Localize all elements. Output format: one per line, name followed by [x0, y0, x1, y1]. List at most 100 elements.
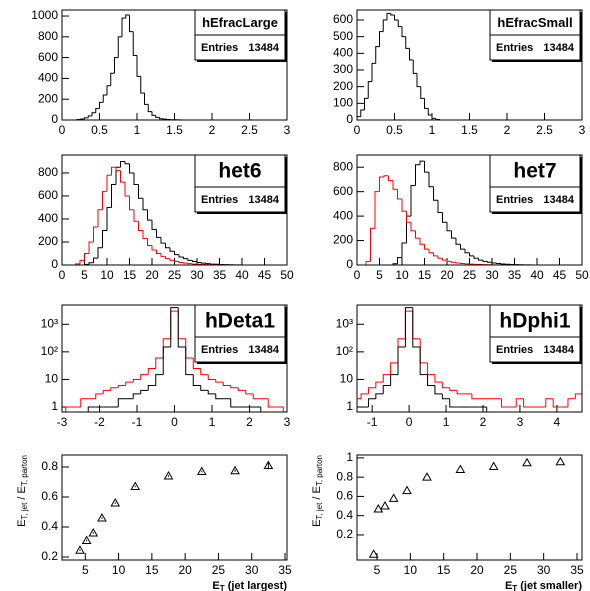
panel: 0 5 10 15 20 25 30 35 40 45 50 0 200 400 600 800 het6 Ent… — [38, 154, 294, 282]
y-tick-label: 1 — [346, 450, 353, 464]
x-tick-label: 1 — [134, 123, 141, 137]
hist-bin — [151, 220, 157, 230]
hist-bin — [106, 206, 112, 231]
hist-bin — [136, 55, 141, 77]
stats-value: 13484 — [248, 42, 279, 54]
hist-bin — [115, 167, 121, 172]
y-tick-label: 0 — [346, 112, 353, 126]
marker — [163, 470, 174, 480]
hist-bin — [469, 252, 474, 257]
hist-bin — [138, 221, 143, 231]
hist-bin — [95, 108, 100, 113]
stats-label: Entries — [201, 194, 238, 206]
hist-bin — [125, 381, 134, 386]
panel: -3 -2 -1 0 1 2 3 1 10 10² 10³ hDeta1 Entries 13484 — [41, 304, 291, 429]
y-label-part: T, parton — [20, 455, 29, 486]
hist-bin — [515, 398, 524, 408]
hist-bin — [160, 253, 166, 257]
y-label-part: T, jet — [20, 502, 29, 520]
y-tick-label: 0.6 — [41, 489, 58, 503]
hist-bin — [183, 256, 188, 260]
hist-bin — [151, 245, 157, 251]
hist-bin — [390, 362, 399, 375]
x-tick-label: 20 — [178, 563, 192, 577]
hist-bin — [169, 247, 175, 252]
x-tick-label: 20 — [145, 268, 159, 282]
x-tick-label: -2 — [94, 415, 105, 429]
hist-bin — [147, 385, 156, 391]
hist-bin — [451, 230, 456, 239]
hist-bin — [165, 256, 170, 260]
hist-bin — [117, 36, 122, 58]
hist-bin — [419, 338, 428, 364]
hist-bin — [382, 374, 391, 383]
hist-bin — [252, 393, 261, 400]
hist-bin — [482, 260, 488, 262]
hist-bin — [156, 250, 161, 254]
x-label-part: E — [505, 580, 512, 591]
hist-bin — [441, 382, 450, 389]
hist-bin — [165, 243, 170, 249]
y-tick-label: 10 — [340, 372, 354, 386]
hist-bin — [93, 226, 98, 242]
hist-bin — [357, 406, 362, 408]
y-tick-label: 10² — [336, 344, 353, 358]
marker — [373, 503, 384, 513]
hist-bin — [370, 227, 375, 262]
x-tick-label: 0 — [406, 415, 413, 429]
hist-bin — [424, 161, 429, 173]
hist-bin — [170, 307, 179, 348]
x-tick-label: -1 — [367, 415, 378, 429]
hist-bin — [460, 244, 465, 250]
hist-bin — [142, 198, 148, 211]
frame — [356, 9, 583, 121]
stats-label: Entries — [201, 344, 238, 356]
x-tick-label: 10 — [112, 563, 126, 577]
y-tick-label: 400 — [38, 211, 58, 225]
hist-bin — [397, 346, 406, 375]
x-tick-label: 2 — [504, 123, 511, 137]
hist-bin — [142, 230, 148, 240]
hist-bin — [409, 48, 414, 61]
hist-bin — [574, 393, 582, 399]
frame — [356, 304, 583, 413]
y-label-part: T, jet — [315, 502, 324, 520]
x-tick-label: 5 — [81, 268, 88, 282]
hist-bin — [424, 98, 429, 109]
hist-bin — [260, 407, 269, 412]
hist-bin — [428, 249, 434, 254]
hist-bin — [192, 374, 201, 387]
y-label-part: / E — [311, 486, 323, 503]
hist-bin — [102, 229, 107, 248]
hist-bin — [88, 241, 94, 254]
hist-bin — [144, 92, 149, 105]
hist-bin — [121, 17, 126, 37]
hist-bin — [487, 261, 492, 263]
hist-bin — [133, 172, 139, 185]
marker — [455, 464, 466, 473]
hist-bin — [114, 57, 119, 74]
hist-bin — [405, 36, 410, 49]
hist-bin — [159, 117, 164, 120]
x-tick-label: 5 — [374, 563, 381, 577]
x-tick-label: 0.5 — [386, 123, 403, 137]
marker — [488, 461, 499, 471]
x-tick-label: 2.5 — [536, 123, 553, 137]
y-tick-label: 1 — [51, 399, 58, 413]
x-tick-label: 35 — [570, 563, 584, 577]
hist-bin — [367, 81, 372, 99]
x-tick-label: 15 — [418, 268, 432, 282]
hist-bin — [401, 242, 407, 258]
hist-bin — [375, 393, 384, 399]
hist-bin — [390, 13, 395, 16]
x-tick-label: 45 — [258, 268, 272, 282]
marker — [88, 527, 99, 537]
hist-bin — [419, 238, 425, 245]
hist-bin — [129, 195, 134, 211]
hist-bin — [147, 367, 156, 375]
y-tick-label: 800 — [333, 159, 353, 173]
x-tick-label: 25 — [504, 563, 518, 577]
hist-bin — [132, 31, 137, 57]
y-tick-label: 10³ — [336, 316, 353, 330]
y-tick-label: 200 — [333, 233, 353, 247]
